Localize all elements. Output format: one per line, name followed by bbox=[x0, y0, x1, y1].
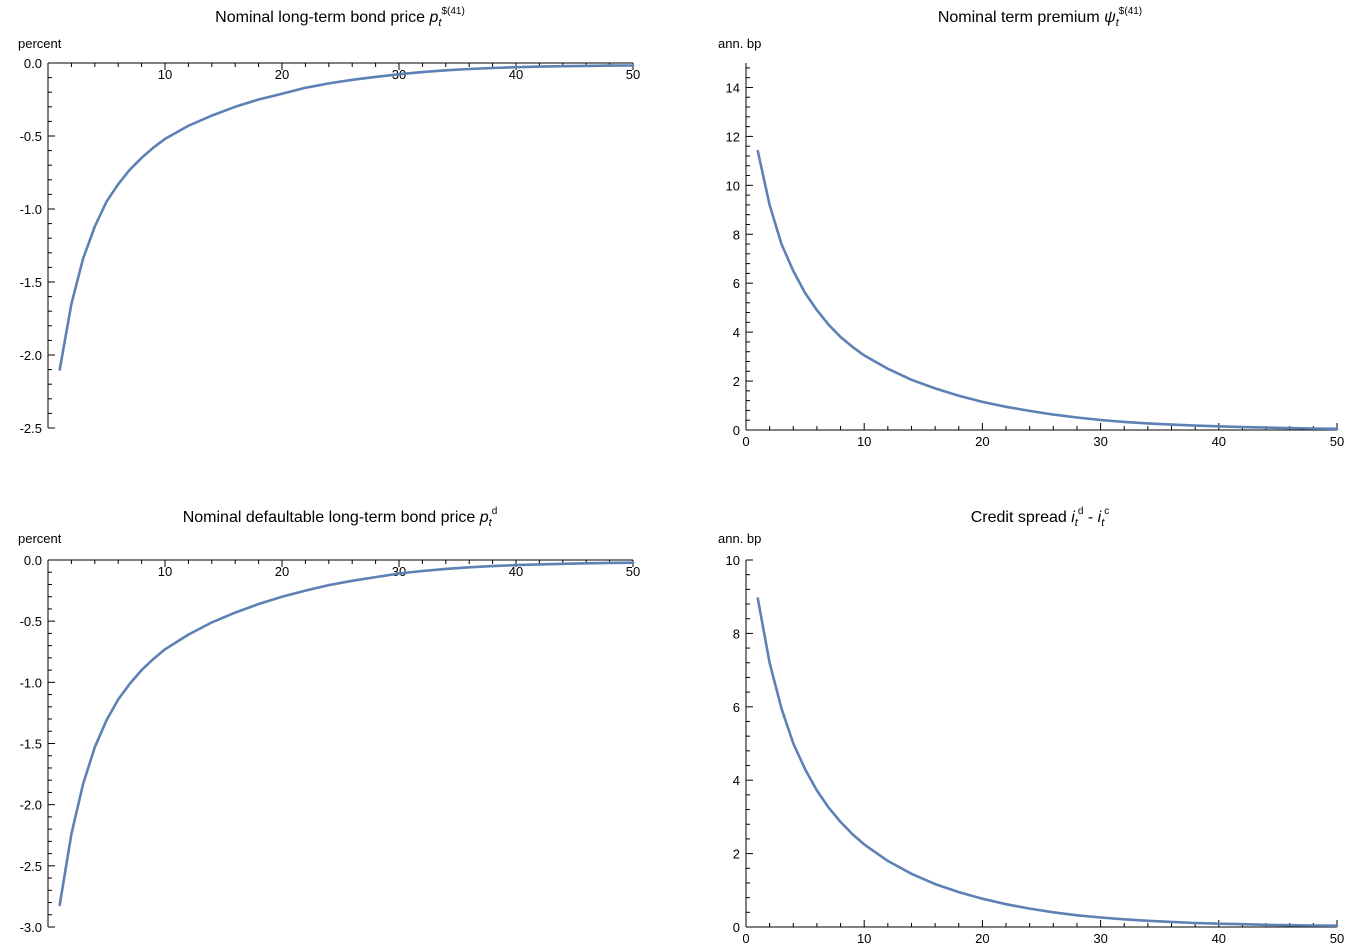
y-tick-label: 6 bbox=[733, 276, 740, 291]
y-tick-label: -2.5 bbox=[20, 859, 42, 874]
y-tick-label: -1.5 bbox=[20, 737, 42, 752]
plot-area: 0 10 20 30 40 50 0 2 4 6 8 10 12 14 bbox=[726, 63, 1344, 449]
y-tick-label: 0 bbox=[733, 920, 740, 935]
y-tick-label: 8 bbox=[733, 227, 740, 242]
y-axis-label: percent bbox=[18, 531, 62, 546]
x-tick-label: 30 bbox=[1093, 931, 1107, 946]
series-line bbox=[756, 597, 1339, 928]
x-tick-label: 30 bbox=[1093, 434, 1107, 449]
y-tick-label: 2 bbox=[733, 374, 740, 389]
y-tick-label: -0.5 bbox=[20, 614, 42, 629]
y-tick-label: -1.0 bbox=[20, 202, 42, 217]
x-tick-label: 50 bbox=[1330, 931, 1344, 946]
chart-title: Nominal term premium ψt$(41) bbox=[938, 6, 1142, 29]
x-tick-label: 0 bbox=[742, 434, 749, 449]
x-tick-label: 10 bbox=[857, 931, 871, 946]
y-tick-label: -2.5 bbox=[20, 421, 42, 436]
y-tick-label: -3.0 bbox=[20, 920, 42, 935]
y-tick-label: -1.5 bbox=[20, 275, 42, 290]
plot-area: 0 10 20 30 40 50 0 2 4 6 8 10 bbox=[726, 553, 1345, 946]
plot-area: 10 20 30 40 500.0-0.5-1.0-1.5-2.0-2.5 bbox=[20, 56, 641, 436]
y-tick-label: 4 bbox=[733, 773, 740, 788]
y-tick-label: 12 bbox=[726, 129, 740, 144]
y-tick-label: 0.0 bbox=[24, 553, 42, 568]
y-tick-label: -2.0 bbox=[20, 798, 42, 813]
x-tick-label: 40 bbox=[509, 564, 523, 579]
x-tick-label: 0 bbox=[742, 931, 749, 946]
x-tick-label: 30 bbox=[392, 564, 406, 579]
chart-title: Credit spread itd - itc bbox=[971, 506, 1110, 529]
y-tick-label: 10 bbox=[726, 178, 740, 193]
y-axis-label: ann. bp bbox=[718, 36, 761, 51]
panel-defaultable-bond-price: Nominal defaultable long-term bond price… bbox=[18, 506, 640, 935]
x-tick-label: 20 bbox=[975, 434, 989, 449]
y-tick-label: -0.5 bbox=[20, 129, 42, 144]
x-tick-label: 50 bbox=[626, 67, 640, 82]
plot-area: 10 20 30 40 50 0.0 -0.5 -1.0 -1.5 -2.0 -2.5 -3.0 bbox=[20, 553, 641, 935]
panel-bond-price: Nominal long-term bond price pt$(41) per… bbox=[18, 6, 640, 436]
series-line bbox=[756, 149, 1339, 431]
x-tick-label: 40 bbox=[509, 67, 523, 82]
x-tick-label: 10 bbox=[857, 434, 871, 449]
x-tick-label: 10 bbox=[158, 564, 172, 579]
y-tick-label: 2 bbox=[733, 847, 740, 862]
panel-credit-spread: Credit spread itd - itc ann. bp 0 10 20 30 4… bbox=[718, 506, 1344, 946]
panel-term-premium: Nominal term premium ψt$(41) ann. bp 0 10… bbox=[718, 6, 1344, 449]
y-axis-label: percent bbox=[18, 36, 62, 51]
x-tick-label: 50 bbox=[1330, 434, 1344, 449]
x-tick-label: 40 bbox=[1212, 434, 1226, 449]
chart-title: Nominal long-term bond price pt$(41) bbox=[215, 6, 465, 29]
y-tick-label: -1.0 bbox=[20, 675, 42, 690]
x-tick-label: 20 bbox=[275, 67, 289, 82]
y-tick-label: 10 bbox=[726, 553, 740, 568]
series-line bbox=[58, 561, 635, 907]
y-tick-label: 8 bbox=[733, 626, 740, 641]
y-axis-label: ann. bp bbox=[718, 531, 761, 546]
series-line bbox=[58, 64, 635, 371]
y-tick-label: -2.0 bbox=[20, 348, 42, 363]
x-tick-label: 20 bbox=[275, 564, 289, 579]
y-tick-label: 0.0 bbox=[24, 56, 42, 71]
y-tick-label: 4 bbox=[733, 325, 740, 340]
x-tick-label: 50 bbox=[626, 564, 640, 579]
y-tick-label: 14 bbox=[726, 80, 740, 95]
y-tick-label: 6 bbox=[733, 700, 740, 715]
x-tick-label: 20 bbox=[975, 931, 989, 946]
x-tick-label: 10 bbox=[158, 67, 172, 82]
chart-title: Nominal defaultable long-term bond price… bbox=[183, 506, 498, 529]
x-tick-label: 40 bbox=[1212, 931, 1226, 946]
y-tick-label: 0 bbox=[733, 423, 740, 438]
